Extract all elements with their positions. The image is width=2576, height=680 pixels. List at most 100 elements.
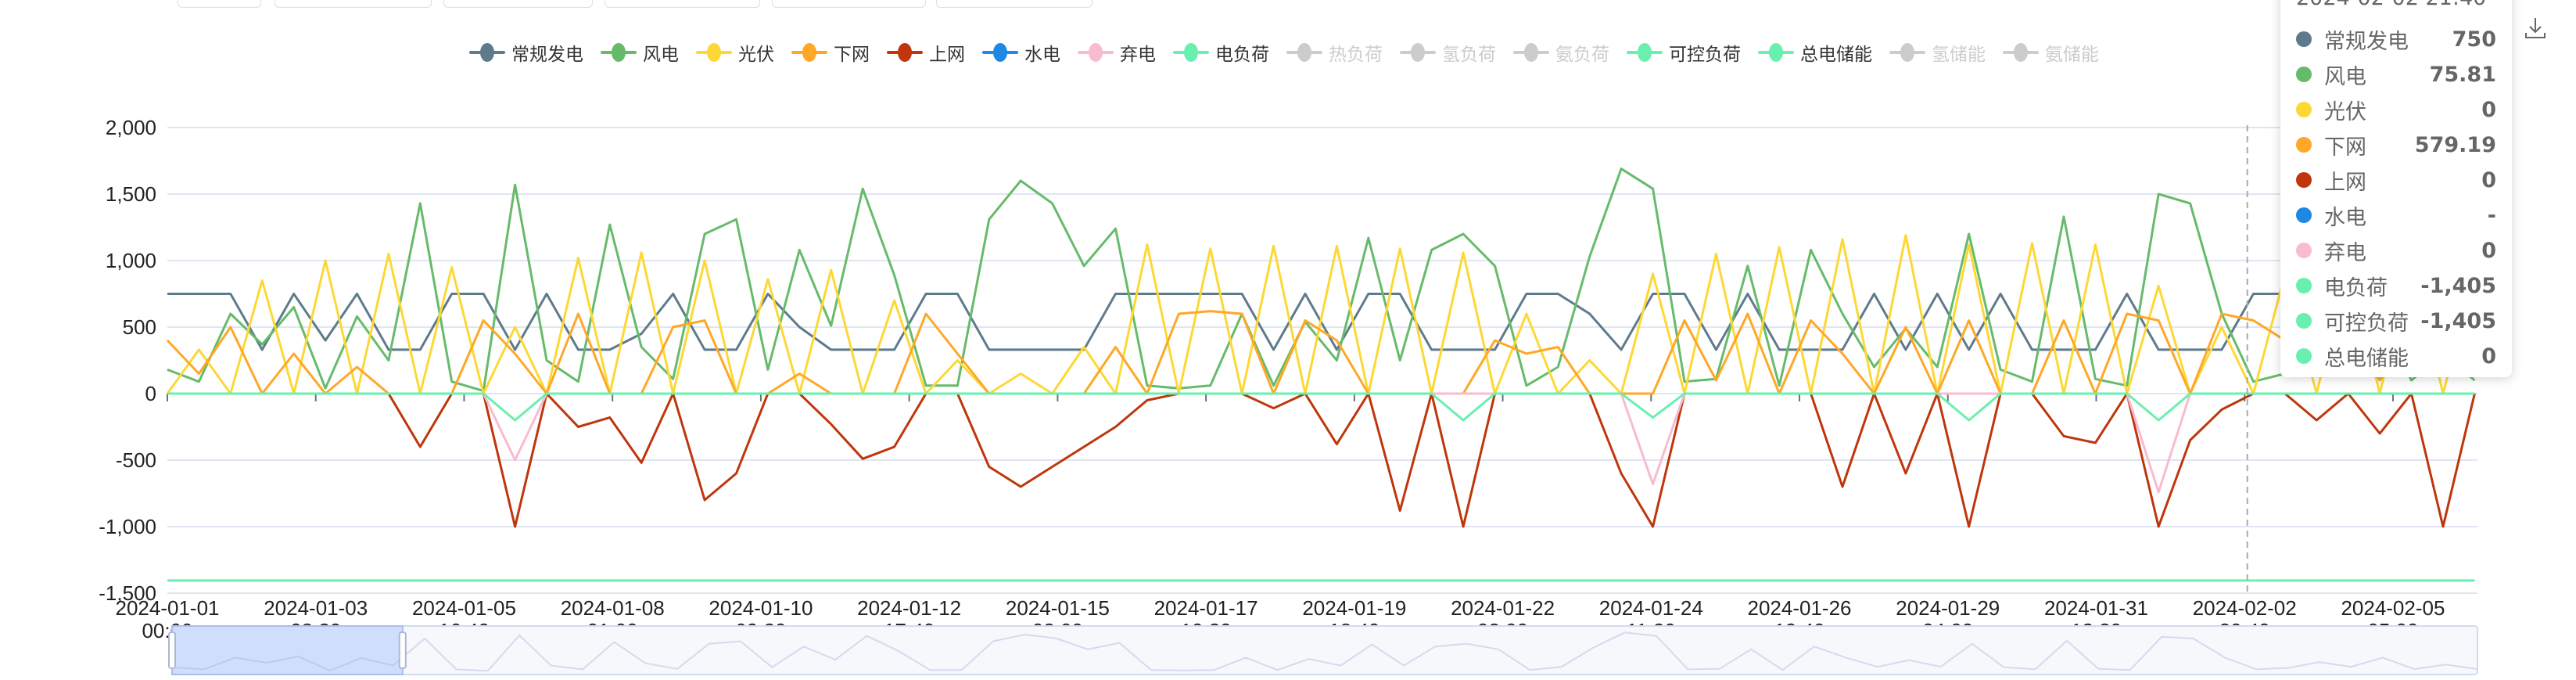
- legend-marker-icon: [601, 41, 637, 63]
- legend-label: 下网: [834, 45, 870, 65]
- chart-tooltip: 2024-02-02 21:40 常规发电 750 风电 75.81 光伏 0 下网 579.…: [2280, 0, 2512, 377]
- tooltip-series-value: 0: [2481, 167, 2496, 192]
- tooltip-series-value: 579.19: [2414, 132, 2496, 157]
- legend-marker-icon: [1758, 41, 1794, 63]
- series-line-风电: [167, 167, 2476, 393]
- tooltip-row: 总电储能 0: [2296, 340, 2496, 372]
- legend-item[interactable]: 弃电: [1078, 39, 1156, 66]
- x-tick-date: 2024-01-26: [1748, 596, 1852, 620]
- legend-label: 风电: [643, 45, 679, 65]
- legend-marker-icon: [1889, 41, 1925, 63]
- x-tick-date: 2024-02-05: [2341, 596, 2445, 620]
- tooltip-title: 2024-02-02 21:40: [2296, 0, 2486, 10]
- x-tick-date: 2024-01-24: [1599, 596, 1703, 620]
- legend-label: 氨储能: [2045, 45, 2099, 65]
- tooltip-series-value: 0: [2481, 97, 2496, 122]
- tooltip-series-name: 弃电: [2324, 240, 2366, 265]
- y-tick-label: 500: [123, 315, 156, 339]
- legend-label: 氢负荷: [1442, 45, 1496, 65]
- tooltip-series-value: 0: [2481, 238, 2496, 263]
- tooltip-series-name: 上网: [2324, 170, 2366, 195]
- legend-marker-icon: [982, 41, 1018, 63]
- series-dot-icon: [2296, 102, 2312, 117]
- series-line-总电储能: [167, 392, 2475, 422]
- series-dot-icon: [2296, 278, 2312, 293]
- datazoom-slider: [168, 625, 2478, 675]
- tooltip-series-name: 下网: [2324, 135, 2366, 160]
- legend-marker-icon: [1286, 41, 1322, 63]
- chart-legend: 常规发电 风电 光伏 下网 上网 水电 弃电 电负荷 热负荷 氢负荷 氨负荷 可控负荷 总电储能 氢储能 氨…: [469, 39, 2099, 66]
- legend-item[interactable]: 氢储能: [1889, 39, 1986, 66]
- tooltip-series-value: -1,405: [2420, 308, 2496, 333]
- series-dot-icon: [2296, 172, 2312, 188]
- legend-marker-icon: [1173, 41, 1209, 63]
- legend-item[interactable]: 总电储能: [1758, 39, 1872, 66]
- tooltip-row: 弃电 0: [2296, 235, 2496, 266]
- legend-item[interactable]: 上网: [887, 39, 965, 66]
- x-tick-date: 2024-01-22: [1451, 596, 1555, 620]
- toolbar-button-4[interactable]: [605, 0, 760, 8]
- legend-label: 可控负荷: [1669, 45, 1741, 65]
- legend-label: 上网: [929, 45, 965, 65]
- toolbar-button-1[interactable]: [178, 0, 261, 8]
- tooltip-series-name: 风电: [2324, 64, 2366, 89]
- toolbar-button-3[interactable]: [443, 0, 593, 8]
- legend-marker-icon: [469, 41, 505, 63]
- x-tick-date: 2024-01-05: [412, 596, 516, 620]
- toolbar-button-2[interactable]: [274, 0, 432, 8]
- download-icon[interactable]: [2523, 16, 2548, 41]
- tooltip-row: 电负荷 -1,405: [2296, 270, 2496, 301]
- tooltip-series-value: 750: [2452, 27, 2496, 52]
- tooltip-series-name: 水电: [2324, 205, 2366, 230]
- toolbar-button-6[interactable]: [936, 0, 1092, 8]
- series-dot-icon: [2296, 207, 2312, 223]
- legend-label: 光伏: [738, 45, 774, 65]
- y-tick-label: -500: [116, 448, 156, 472]
- legend-label: 常规发电: [511, 45, 583, 65]
- y-tick-label: 1,500: [106, 182, 156, 206]
- tooltip-row: 可控负荷 -1,405: [2296, 305, 2496, 336]
- tooltip-series-name: 总电储能: [2324, 346, 2409, 371]
- x-tick-date: 2024-01-12: [857, 596, 961, 620]
- legend-label: 弃电: [1120, 45, 1156, 65]
- tooltip-row: 光伏 0: [2296, 94, 2496, 125]
- legend-item[interactable]: 光伏: [696, 39, 774, 66]
- datazoom-handle[interactable]: [168, 631, 176, 669]
- series-line-光伏: [166, 234, 2476, 395]
- legend-item[interactable]: 氨负荷: [1513, 39, 1609, 66]
- series-line-上网: [167, 392, 2476, 528]
- legend-item[interactable]: 可控负荷: [1627, 39, 1741, 66]
- legend-item[interactable]: 常规发电: [469, 39, 583, 66]
- series-dot-icon: [2296, 31, 2312, 47]
- legend-item[interactable]: 风电: [601, 39, 679, 66]
- legend-item[interactable]: 下网: [791, 39, 870, 66]
- legend-item[interactable]: 水电: [982, 39, 1060, 66]
- legend-item[interactable]: 氨储能: [2003, 39, 2099, 66]
- tooltip-row: 水电 -: [2296, 200, 2496, 231]
- y-tick-label: 2,000: [106, 116, 156, 139]
- legend-item[interactable]: 电负荷: [1173, 39, 1269, 66]
- legend-item[interactable]: 氢负荷: [1400, 39, 1496, 66]
- legend-label: 氢储能: [1932, 45, 1986, 65]
- x-tick-date: 2024-01-10: [709, 596, 813, 620]
- x-tick-date: 2024-01-17: [1154, 596, 1258, 620]
- tooltip-row: 风电 75.81: [2296, 59, 2496, 90]
- legend-marker-icon: [696, 41, 732, 63]
- y-tick-label: 1,000: [106, 249, 156, 272]
- x-tick-date: 2024-01-29: [1896, 596, 2000, 620]
- x-tick-date: 2024-01-03: [264, 596, 368, 620]
- series-dot-icon: [2296, 243, 2312, 258]
- tooltip-row: 下网 579.19: [2296, 129, 2496, 160]
- series-dot-icon: [2296, 348, 2312, 364]
- series-dot-icon: [2296, 137, 2312, 153]
- datazoom-handle[interactable]: [398, 631, 407, 669]
- x-tick-date: 2024-02-02: [2193, 596, 2297, 620]
- legend-marker-icon: [887, 41, 923, 63]
- datazoom-window[interactable]: [171, 625, 404, 675]
- toolbar-button-5[interactable]: [772, 0, 926, 8]
- legend-item[interactable]: 热负荷: [1286, 39, 1383, 66]
- tooltip-series-name: 电负荷: [2324, 275, 2388, 300]
- tooltip-series-value: -1,405: [2420, 273, 2496, 298]
- y-tick-label: 0: [145, 382, 156, 405]
